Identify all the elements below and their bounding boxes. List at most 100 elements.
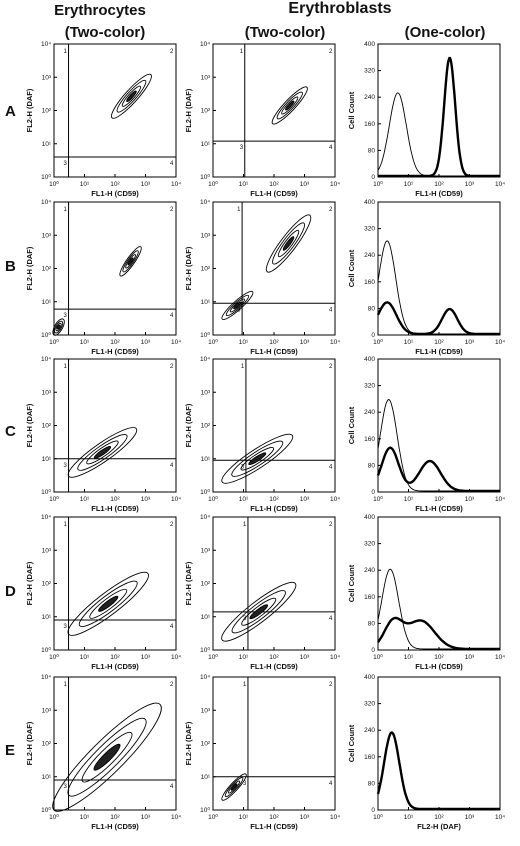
- quadrant-label: 1: [64, 49, 68, 55]
- y-axis-label: FL2-H (DAF): [184, 721, 193, 765]
- quadrant-label: 1: [237, 207, 241, 213]
- y-tick-label: 240: [364, 94, 375, 101]
- quadrant-label: 1: [64, 682, 68, 688]
- y-axis-label: FL2-H (DAF): [25, 88, 34, 132]
- plot-frame: [53, 516, 177, 651]
- x-tick-label: 10¹: [404, 814, 414, 821]
- y-tick-label: 10¹: [201, 141, 211, 148]
- y-tick-label: 10⁰: [200, 488, 210, 496]
- contour-line: [272, 222, 305, 265]
- quadrant-label: 3: [64, 624, 68, 630]
- y-tick-label: 160: [364, 121, 375, 128]
- contour-line: [119, 246, 142, 277]
- y-tick-label: 10³: [42, 707, 52, 714]
- x-tick-label: 10⁴: [495, 339, 505, 346]
- y-tick-label: 400: [364, 356, 375, 363]
- y-tick-label: 10²: [42, 108, 52, 115]
- x-tick-label: 10⁰: [208, 180, 218, 188]
- contour-line: [54, 320, 64, 334]
- x-axis-label: FL1-H (CD59): [91, 822, 139, 831]
- panel-b-erythroblasts-one-color: 10⁰ 10¹ 10² 10³ 10⁴ 0 80 160 240 320 400 FL1-H (CD5…: [347, 199, 505, 356]
- quadrant-label: 1: [64, 364, 68, 370]
- contour-line: [241, 597, 277, 626]
- row-label-b: B: [5, 258, 16, 275]
- plot-frame: [53, 358, 177, 493]
- y-tick-label: 10³: [42, 232, 52, 239]
- contour-line: [277, 229, 300, 258]
- header-two-color-erythrocytes: (Two-color): [64, 24, 146, 41]
- contour-line: [276, 91, 303, 120]
- quadrant-label: 4: [329, 464, 333, 470]
- y-tick-label: 10⁰: [200, 331, 210, 339]
- y-tick-label: 10¹: [201, 614, 211, 621]
- contour-line: [78, 580, 138, 627]
- contour-line: [56, 324, 61, 330]
- contour-line: [98, 595, 119, 612]
- quadrant-label: 1: [243, 682, 247, 688]
- quadrant-label: 2: [170, 49, 174, 55]
- x-axis-label: FL1-H (CD59): [415, 347, 463, 356]
- quadrant-label: 3: [243, 616, 247, 622]
- y-tick-label: 10⁰: [200, 646, 210, 654]
- x-tick-label: 10¹: [239, 181, 249, 188]
- x-tick-label: 10³: [141, 496, 151, 503]
- x-tick-label: 10¹: [404, 181, 414, 188]
- x-axis-label: FL1-H (CD59): [250, 662, 298, 671]
- contour-line: [282, 236, 295, 251]
- x-axis-label: FL1-H (CD59): [250, 189, 298, 198]
- x-tick-label: 10³: [141, 339, 151, 346]
- x-axis-label: FL1-H (CD59): [250, 504, 298, 513]
- y-axis-label: Cell Count: [347, 91, 356, 129]
- plot-frame: [212, 358, 336, 493]
- y-axis-label: FL2-H (DAF): [184, 88, 193, 132]
- y-tick-label: 10¹: [201, 774, 211, 781]
- x-tick-label: 10³: [141, 654, 151, 661]
- x-tick-label: 10¹: [239, 814, 249, 821]
- y-tick-label: 400: [364, 674, 375, 681]
- x-tick-label: 10²: [269, 496, 279, 503]
- y-tick-label: 160: [364, 279, 375, 286]
- x-tick-label: 10¹: [80, 339, 90, 346]
- y-axis-label: Cell Count: [347, 724, 356, 762]
- contour-line: [121, 85, 142, 107]
- y-axis-label: FL2-H (DAF): [25, 246, 34, 290]
- y-tick-label: 10⁴: [200, 356, 210, 363]
- x-tick-label: 10³: [300, 496, 310, 503]
- plot-frame: [53, 201, 177, 336]
- contour-line: [67, 571, 149, 636]
- quadrant-label: 3: [64, 313, 68, 319]
- histogram-curve-thick: [376, 301, 500, 336]
- quadrant-label: 2: [170, 364, 174, 370]
- contour-line: [221, 581, 297, 642]
- quadrant-label: 1: [240, 49, 244, 55]
- x-axis-label: FL1-H (CD59): [415, 189, 463, 198]
- y-tick-label: 10⁰: [41, 173, 51, 181]
- panel-d-erythroblasts-one-color: 10⁰ 10¹ 10² 10³ 10⁴ 0 80 160 240 320 400 FL1-H (CD5…: [347, 514, 505, 671]
- y-tick-label: 10⁰: [41, 331, 51, 339]
- x-tick-label: 10³: [465, 181, 475, 188]
- histogram-curve-thick: [376, 446, 500, 493]
- plot-frame: [212, 43, 336, 178]
- x-axis-label: FL1-H (CD59): [91, 504, 139, 513]
- quadrant-label: 3: [241, 464, 245, 470]
- quadrant-label: 2: [329, 49, 333, 55]
- x-tick-label: 10⁰: [373, 338, 383, 346]
- y-tick-label: 320: [364, 68, 375, 75]
- y-axis-label: FL2-H (DAF): [184, 403, 193, 447]
- x-tick-label: 10²: [269, 339, 279, 346]
- x-tick-label: 10²: [269, 814, 279, 821]
- contour-line: [89, 588, 128, 619]
- x-tick-label: 10⁴: [171, 339, 181, 346]
- row-label-d: D: [5, 583, 16, 600]
- y-tick-label: 10³: [42, 547, 52, 554]
- quadrant-label: 3: [243, 781, 247, 787]
- x-tick-label: 10⁰: [373, 813, 383, 821]
- contour-line: [116, 79, 147, 113]
